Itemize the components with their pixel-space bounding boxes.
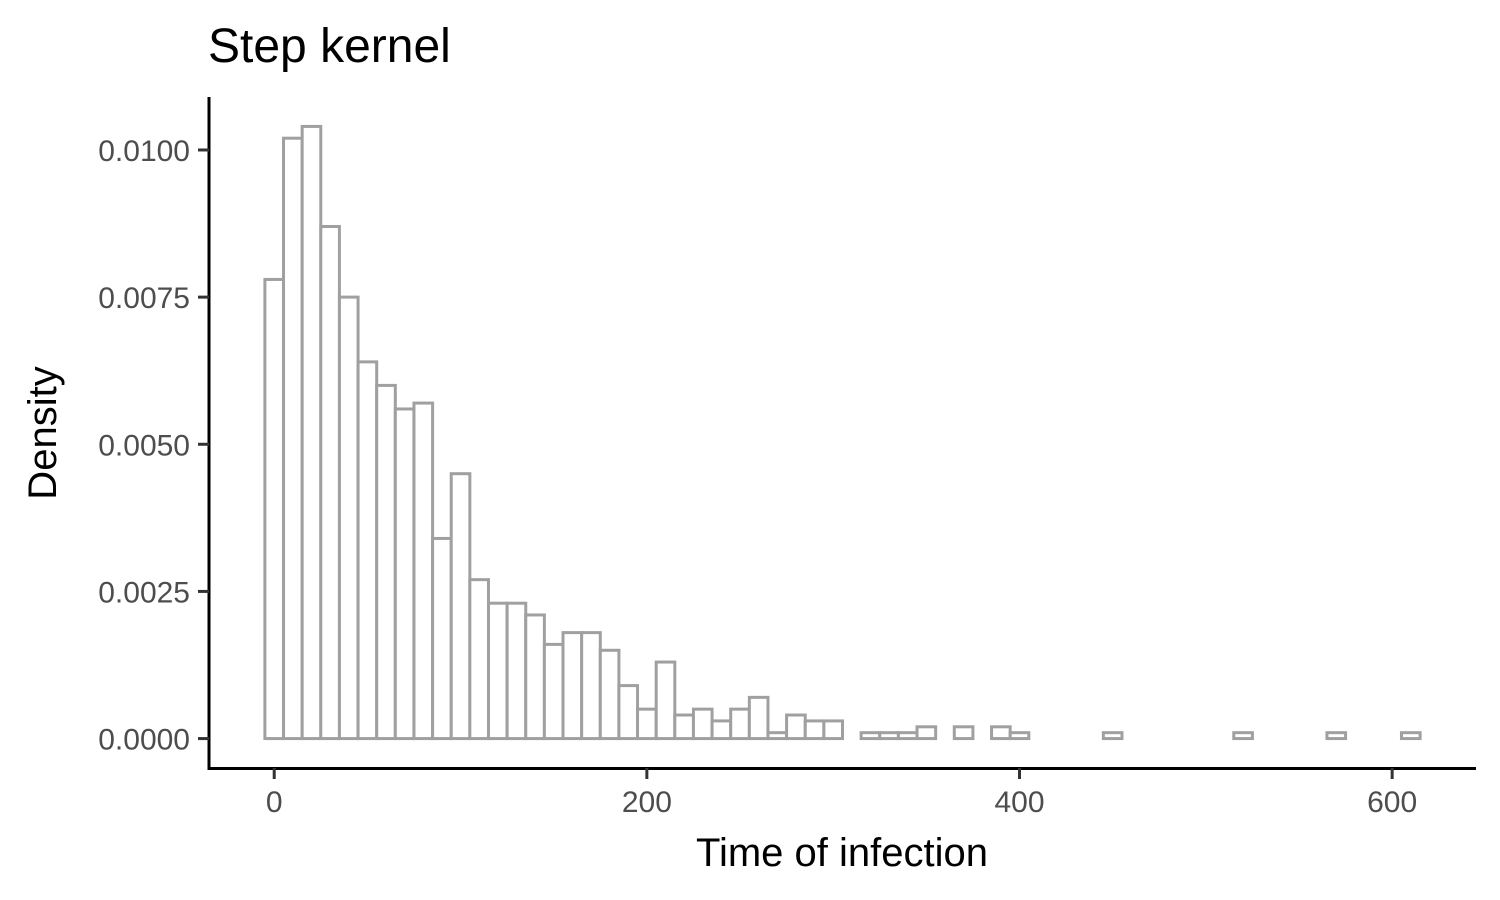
histogram-bar [896, 731, 919, 741]
y-tick-label: 0.0100 [98, 135, 190, 168]
histogram-bar [431, 536, 453, 741]
histogram-bar [300, 124, 323, 741]
histogram-bar [654, 660, 677, 741]
histogram-bar [1399, 731, 1422, 741]
histogram-bar [803, 719, 826, 741]
histogram-bar [319, 224, 341, 741]
y-tick-label: 0.0075 [98, 282, 190, 315]
histogram-bar [356, 360, 379, 741]
histogram-bar [412, 401, 435, 741]
x-axis-title: Time of infection [696, 831, 988, 875]
histogram-bar [952, 725, 975, 741]
histogram-bar [1232, 731, 1254, 741]
histogram-bar [580, 631, 602, 741]
histogram-bar [785, 713, 807, 741]
histogram-bar [505, 601, 528, 741]
histogram-bar [710, 719, 733, 741]
histogram-bar [1325, 731, 1348, 741]
histogram-bar [617, 684, 640, 741]
x-tick-label: 400 [994, 786, 1044, 819]
histogram-bar [1008, 731, 1031, 741]
histogram-bar [859, 731, 882, 741]
histogram-bar [598, 648, 621, 741]
histogram-bar [393, 407, 416, 741]
y-tick-label: 0.0050 [98, 429, 190, 462]
histogram-bar [486, 601, 509, 741]
y-tick-label: 0.0000 [98, 724, 190, 757]
histogram-bar [282, 136, 304, 741]
histogram-bar [822, 719, 844, 741]
histogram-bar [542, 642, 565, 741]
histogram-bar [449, 472, 472, 741]
histogram-bar [1101, 731, 1124, 741]
histogram-bar [636, 707, 658, 741]
x-tick-label: 0 [266, 786, 283, 819]
bars-group [263, 124, 1422, 741]
histogram-bar [990, 725, 1012, 741]
y-axis-ticks: 0.0000 0.0025 0.0050 0.0075 0.0100 [98, 135, 209, 757]
histogram-bar [375, 383, 397, 741]
histogram-bar [691, 707, 714, 741]
y-tick-label: 0.0025 [98, 576, 190, 609]
x-axis-ticks: 0 200 400 600 [266, 768, 1417, 819]
y-axis-title: Density [21, 366, 65, 499]
chart-title: Step kernel [208, 20, 451, 73]
histogram-bar [915, 725, 938, 741]
histogram-bar [468, 578, 490, 741]
x-tick-label: 600 [1367, 786, 1417, 819]
histogram-bar [263, 277, 286, 741]
histogram-bar [729, 707, 751, 741]
histogram-bar [561, 631, 584, 741]
histogram-bar [878, 731, 900, 741]
histogram-bar [673, 713, 695, 741]
histogram-bar [524, 613, 546, 741]
histogram-bar [337, 295, 360, 741]
histogram-bar [747, 695, 770, 741]
x-tick-label: 200 [622, 786, 672, 819]
histogram-bar [766, 731, 789, 741]
